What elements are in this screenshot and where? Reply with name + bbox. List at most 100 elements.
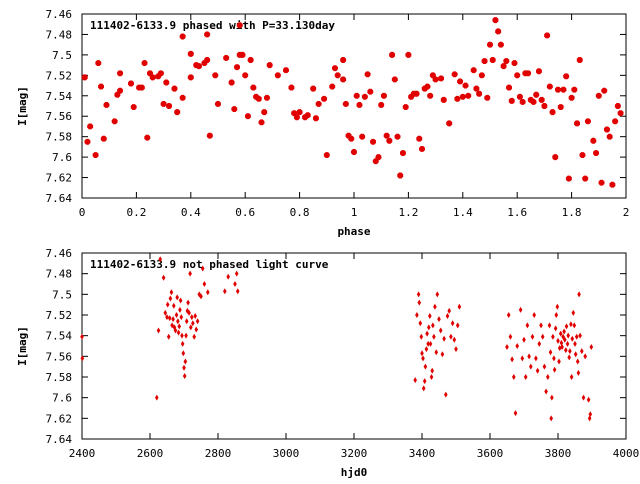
data-point [415, 312, 419, 318]
data-point [612, 118, 619, 125]
x-tick-label: 3800 [545, 447, 572, 460]
data-point [532, 312, 536, 318]
data-point [473, 85, 480, 92]
data-point [161, 274, 166, 281]
data-point [386, 137, 393, 144]
data-point [141, 60, 148, 67]
data-point [236, 22, 243, 29]
x-tick-label: 0.2 [126, 206, 146, 219]
data-point [332, 65, 338, 72]
data-point [520, 355, 525, 362]
data-point [588, 411, 593, 418]
data-point [340, 57, 347, 63]
data-point [190, 314, 194, 321]
data-point [577, 291, 581, 298]
data-point [419, 333, 424, 340]
data-point [176, 329, 181, 336]
data-point [312, 115, 319, 122]
data-point [193, 313, 198, 320]
x-axis-label: phase [337, 225, 370, 238]
y-tick-label: 7.58 [46, 371, 73, 384]
data-point [413, 377, 417, 384]
data-point [179, 94, 186, 101]
data-point [560, 344, 564, 351]
data-point [437, 316, 441, 323]
data-point [506, 312, 511, 318]
data-point [426, 340, 430, 347]
data-point [564, 323, 569, 330]
y-tick-label: 7.64 [46, 192, 73, 205]
data-point [554, 312, 559, 318]
data-point [194, 326, 199, 333]
data-point [231, 106, 238, 113]
data-point [589, 344, 594, 351]
data-point [185, 307, 190, 314]
data-point [158, 256, 162, 263]
data-point [168, 295, 173, 302]
data-point [556, 337, 560, 344]
data-point [174, 312, 179, 318]
data-point [204, 57, 211, 63]
data-point [156, 327, 161, 334]
data-point [583, 353, 587, 360]
data-point [128, 80, 134, 87]
data-point [111, 118, 118, 125]
data-point [223, 55, 230, 61]
data-point [510, 356, 514, 363]
chart-title: 111402-6133.9 not phased light curve [90, 258, 329, 271]
data-point [195, 318, 200, 325]
x-tick-label: 1 [351, 206, 358, 219]
y-tick-label: 7.62 [46, 172, 73, 185]
data-point [400, 150, 406, 156]
data-point [575, 358, 580, 365]
data-point [440, 96, 447, 103]
data-point [293, 114, 300, 121]
data-point [413, 90, 420, 97]
data-point [555, 86, 561, 93]
data-point [391, 76, 398, 83]
data-point [351, 149, 357, 155]
data-point [321, 95, 328, 102]
data-point [166, 333, 171, 340]
y-axis-label: I[mag] [16, 326, 29, 366]
data-point [576, 369, 581, 376]
y-tick-label: 7.56 [46, 350, 73, 363]
data-point [569, 321, 573, 328]
data-point [380, 92, 387, 99]
data-point [538, 96, 545, 103]
data-point [80, 355, 85, 362]
data-point [505, 344, 509, 351]
y-axis-label: I[mag] [16, 86, 29, 126]
data-point [274, 72, 281, 79]
data-point [166, 103, 172, 109]
data-point [155, 394, 159, 401]
data-point [418, 320, 423, 327]
y-tick-label: 7.46 [46, 8, 73, 21]
data-point [557, 104, 564, 110]
data-point [581, 394, 586, 401]
data-point [571, 86, 578, 93]
data-point [192, 333, 196, 340]
data-point [515, 343, 519, 349]
data-point [548, 349, 553, 356]
data-point [212, 72, 219, 79]
data-point [465, 92, 472, 99]
data-point [574, 333, 579, 340]
data-point [149, 74, 156, 81]
data-point [405, 51, 412, 58]
data-point [242, 72, 249, 79]
data-point [188, 270, 192, 277]
data-point [200, 265, 205, 272]
data-point [184, 318, 189, 325]
data-point [500, 63, 507, 70]
data-point [573, 351, 578, 358]
data-point [296, 109, 303, 116]
data-point [568, 94, 575, 101]
data-point [310, 85, 317, 92]
x-tick-label: 1.4 [453, 206, 473, 219]
data-point [361, 93, 368, 100]
data-point [196, 63, 202, 70]
data-point [244, 113, 251, 120]
data-point [239, 51, 246, 58]
